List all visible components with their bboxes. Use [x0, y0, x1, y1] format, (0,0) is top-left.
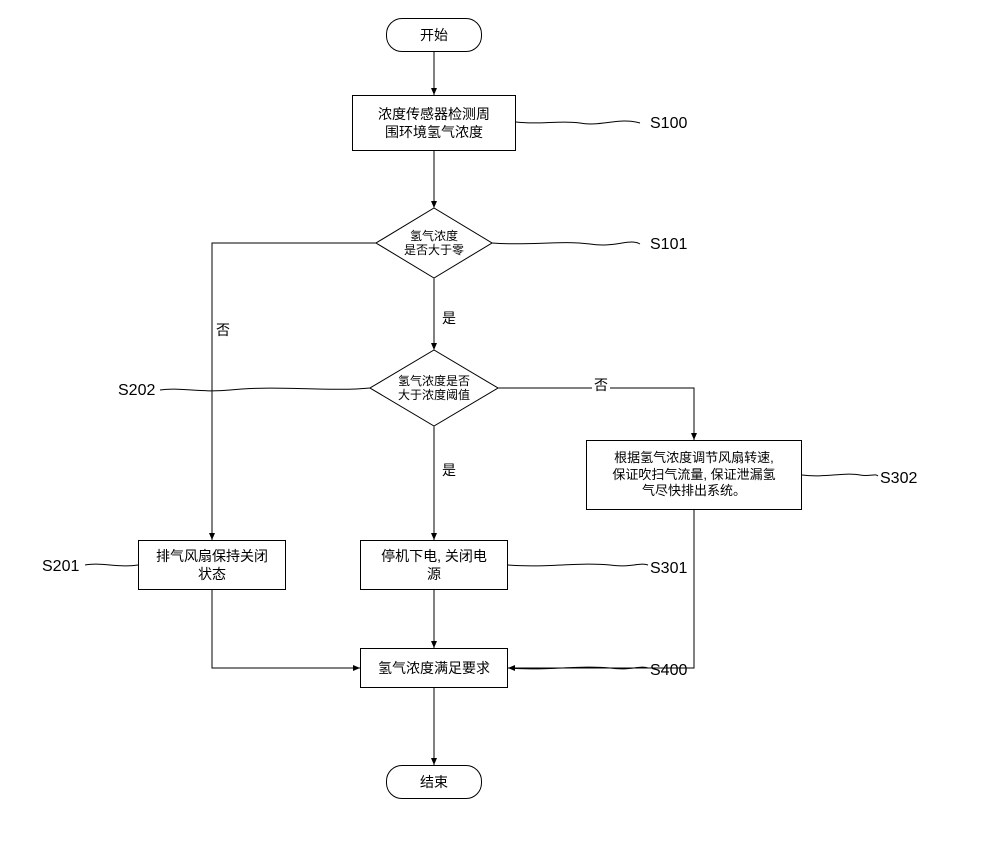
step-label-s101-text: S101 — [650, 236, 687, 253]
edge-label-no2-text: 否 — [594, 377, 608, 393]
edge-label-no1: 否 — [214, 320, 232, 340]
process-s400: 氢气浓度满足要求 — [360, 648, 508, 688]
step-label-s400: S400 — [650, 662, 687, 680]
process-s301-label: 停机下电, 关闭电 源 — [381, 547, 487, 583]
terminal-start-label: 开始 — [420, 25, 448, 45]
process-s301: 停机下电, 关闭电 源 — [360, 540, 508, 590]
step-label-s201: S201 — [42, 558, 79, 576]
process-s302-label: 根据氢气浓度调节风扇转速, 保证吹扫气流量, 保证泄漏氢 气尽快排出系统。 — [612, 450, 775, 501]
edge-label-yes2-text: 是 — [442, 462, 456, 478]
process-s100: 浓度传感器检测周 围环境氢气浓度 — [352, 95, 516, 151]
terminal-end: 结束 — [386, 765, 482, 799]
step-label-s100-text: S100 — [650, 115, 687, 132]
step-label-s302-text: S302 — [880, 470, 917, 487]
terminal-start: 开始 — [386, 18, 482, 52]
step-label-s400-text: S400 — [650, 662, 687, 679]
process-s201: 排气风扇保持关闭 状态 — [138, 540, 286, 590]
process-s100-label: 浓度传感器检测周 围环境氢气浓度 — [378, 105, 490, 141]
step-label-s201-text: S201 — [42, 558, 79, 575]
edge-label-no1-text: 否 — [216, 322, 230, 338]
step-label-s101: S101 — [650, 236, 687, 254]
step-label-s302: S302 — [880, 470, 917, 488]
process-s302: 根据氢气浓度调节风扇转速, 保证吹扫气流量, 保证泄漏氢 气尽快排出系统。 — [586, 440, 802, 510]
edge-label-yes1: 是 — [440, 308, 458, 328]
edge-label-yes1-text: 是 — [442, 310, 456, 326]
decision-s202: 氢气浓度是否 大于浓度阈值 — [370, 350, 498, 426]
process-s201-label: 排气风扇保持关闭 状态 — [156, 547, 268, 583]
process-s400-label: 氢气浓度满足要求 — [378, 658, 490, 678]
step-label-s301-text: S301 — [650, 560, 687, 577]
edge-label-yes2: 是 — [440, 460, 458, 480]
step-label-s301: S301 — [650, 560, 687, 578]
step-label-s100: S100 — [650, 115, 687, 133]
decision-s101: 氢气浓度 是否大于零 — [376, 208, 492, 278]
terminal-end-label: 结束 — [420, 772, 448, 792]
edge-label-no2: 否 — [592, 375, 610, 395]
step-label-s202-text: S202 — [118, 382, 155, 399]
step-label-s202: S202 — [118, 382, 155, 400]
